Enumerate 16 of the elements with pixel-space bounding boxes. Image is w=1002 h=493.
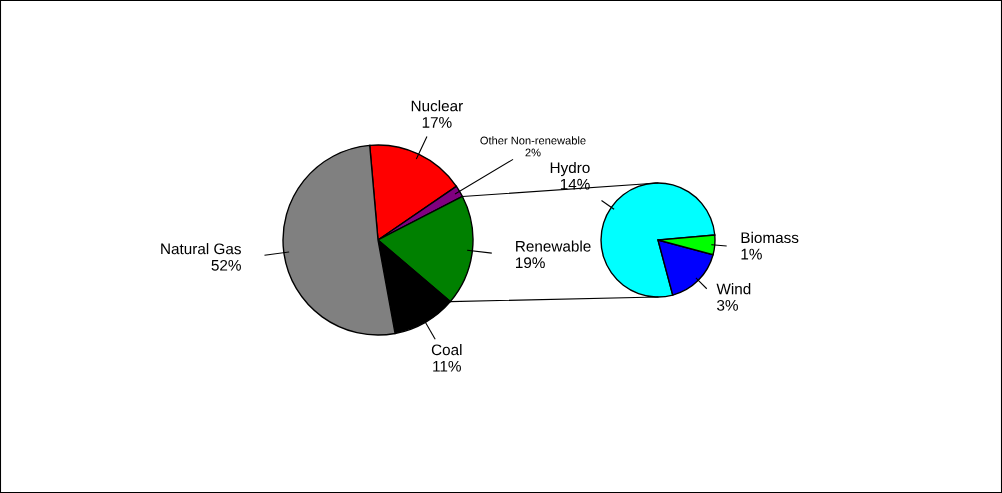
data-label: 52% <box>211 259 241 271</box>
legend-label: Renewable <box>516 240 591 252</box>
data-label: 19% <box>516 257 545 269</box>
data-label: 14% <box>560 178 590 190</box>
data-label: 3% <box>717 299 738 311</box>
slice-label: Nuclear <box>411 100 463 112</box>
slice-label: Other Non-renewable <box>480 136 586 145</box>
slice-label: Biomass <box>741 231 799 244</box>
slice-label: Coal <box>431 344 462 356</box>
slice-label: Natural Gas <box>161 243 241 255</box>
data-label: 11% <box>433 360 461 372</box>
slice-label: Wind <box>716 283 751 295</box>
slice-label: Hydro <box>550 161 590 177</box>
data-label: 17% <box>422 117 452 128</box>
data-label: 1% <box>741 248 762 260</box>
data-label: 2% <box>525 148 541 157</box>
